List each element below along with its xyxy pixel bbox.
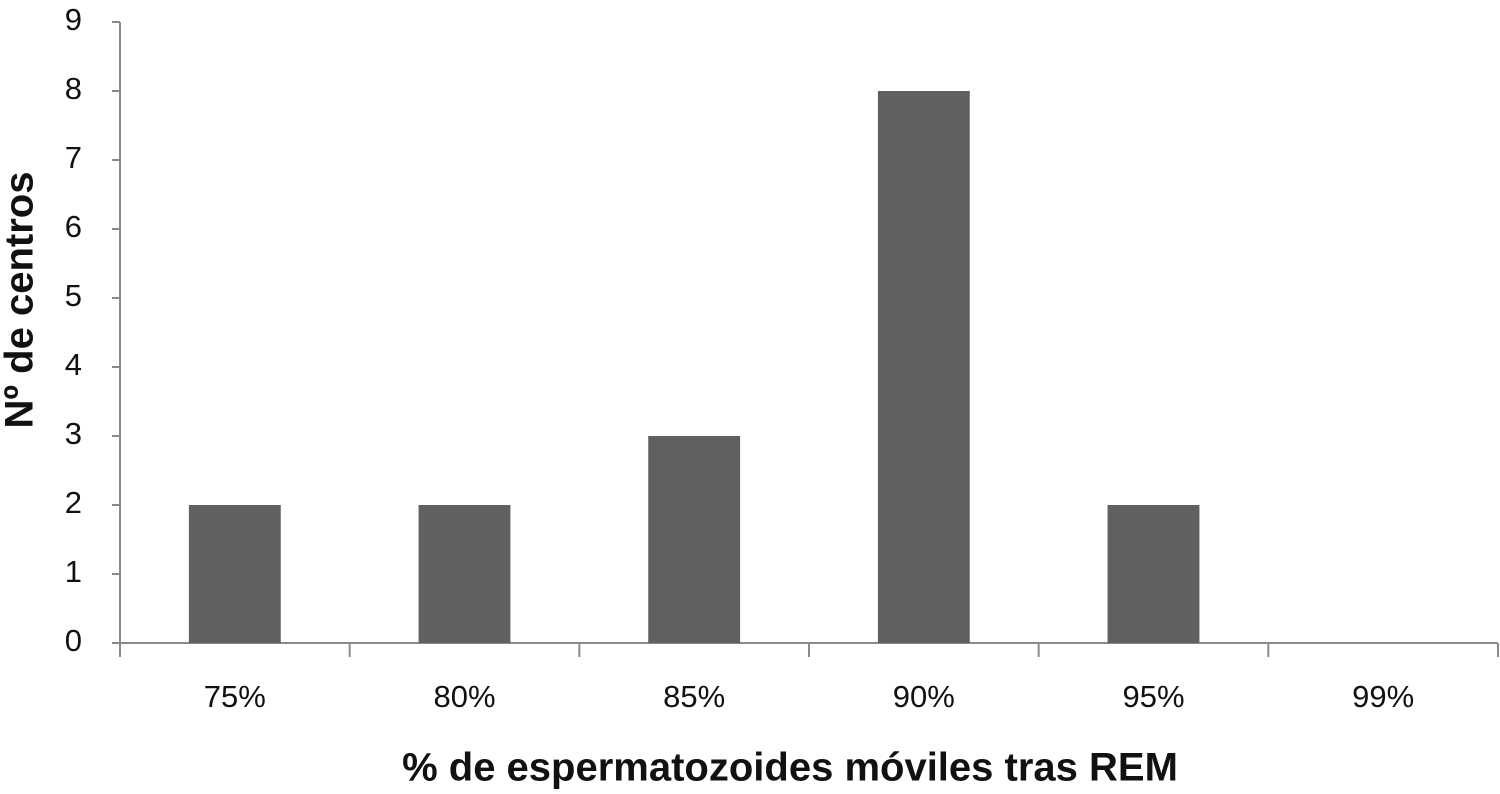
y-tick-label: 2 (65, 485, 82, 520)
y-tick-label: 3 (65, 416, 82, 451)
x-axis-title: % de espermatozoides móviles tras REM (402, 746, 1178, 790)
y-tick-label: 7 (65, 140, 82, 175)
y-tick-label: 6 (65, 209, 82, 244)
bar (877, 91, 970, 643)
x-tick-label: 85% (663, 679, 725, 714)
x-tick-label: 95% (1122, 679, 1184, 714)
bar (648, 436, 741, 643)
x-tick-label: 80% (433, 679, 495, 714)
y-tick-label: 5 (65, 278, 82, 313)
x-tick-label: 99% (1352, 679, 1414, 714)
y-tick-label: 4 (65, 347, 82, 382)
bar (1107, 505, 1200, 643)
x-tick-label: 75% (204, 679, 266, 714)
x-tick-label: 90% (893, 679, 955, 714)
y-tick-label: 0 (65, 623, 82, 658)
y-axis-title: Nº de centros (0, 172, 42, 429)
y-tick-label: 8 (65, 71, 82, 106)
y-tick-label: 1 (65, 554, 82, 589)
bar (188, 505, 281, 643)
bar (418, 505, 511, 643)
y-tick-label: 9 (65, 2, 82, 37)
